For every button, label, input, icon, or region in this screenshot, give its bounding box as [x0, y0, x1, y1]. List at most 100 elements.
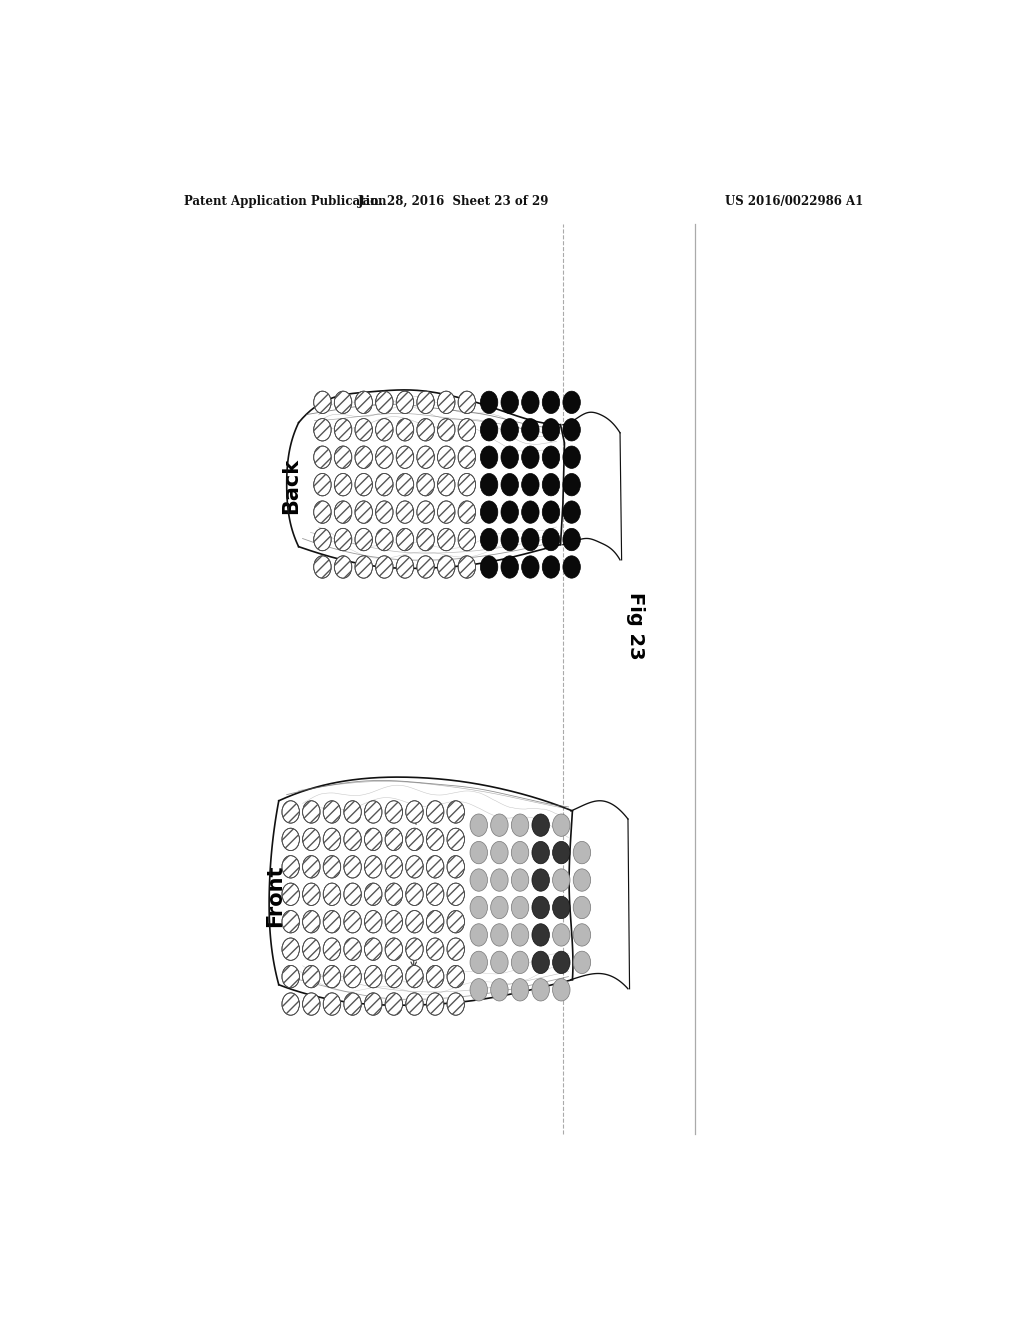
Circle shape — [553, 841, 570, 863]
Circle shape — [406, 911, 423, 933]
Circle shape — [417, 556, 434, 578]
Circle shape — [355, 418, 373, 441]
Text: Jan. 28, 2016  Sheet 23 of 29: Jan. 28, 2016 Sheet 23 of 29 — [357, 194, 549, 207]
Circle shape — [447, 993, 465, 1015]
Circle shape — [531, 869, 550, 891]
Circle shape — [543, 418, 560, 441]
Circle shape — [365, 883, 382, 906]
Circle shape — [447, 911, 465, 933]
Circle shape — [470, 896, 487, 919]
Circle shape — [282, 828, 299, 850]
Circle shape — [490, 896, 508, 919]
Circle shape — [282, 855, 299, 878]
Circle shape — [563, 474, 581, 496]
Circle shape — [563, 418, 581, 441]
Circle shape — [344, 828, 361, 850]
Circle shape — [426, 828, 443, 850]
Circle shape — [511, 924, 528, 946]
Circle shape — [303, 883, 321, 906]
Circle shape — [511, 814, 528, 837]
Circle shape — [437, 528, 455, 550]
Circle shape — [334, 474, 352, 496]
Circle shape — [543, 391, 560, 413]
Circle shape — [521, 391, 539, 413]
Circle shape — [303, 911, 321, 933]
Circle shape — [303, 855, 321, 878]
Circle shape — [511, 869, 528, 891]
Circle shape — [470, 841, 487, 863]
Circle shape — [563, 556, 581, 578]
Circle shape — [437, 391, 455, 413]
Circle shape — [365, 855, 382, 878]
Circle shape — [553, 924, 570, 946]
Circle shape — [426, 965, 443, 987]
Circle shape — [303, 939, 321, 961]
Circle shape — [458, 500, 475, 523]
Circle shape — [344, 883, 361, 906]
Circle shape — [417, 391, 434, 413]
Circle shape — [303, 965, 321, 987]
Circle shape — [511, 952, 528, 974]
Circle shape — [303, 828, 321, 850]
Circle shape — [376, 391, 393, 413]
Circle shape — [531, 952, 550, 974]
Circle shape — [531, 841, 550, 863]
Circle shape — [480, 446, 498, 469]
Circle shape — [324, 911, 341, 933]
Circle shape — [501, 418, 518, 441]
Circle shape — [385, 855, 402, 878]
Circle shape — [334, 391, 352, 413]
Circle shape — [313, 528, 331, 550]
Circle shape — [543, 474, 560, 496]
Circle shape — [355, 556, 373, 578]
Circle shape — [490, 869, 508, 891]
Circle shape — [385, 801, 402, 824]
Circle shape — [501, 500, 518, 523]
Circle shape — [426, 801, 443, 824]
Circle shape — [501, 446, 518, 469]
Circle shape — [396, 528, 414, 550]
Circle shape — [344, 855, 361, 878]
Circle shape — [355, 474, 373, 496]
Circle shape — [324, 801, 341, 824]
Circle shape — [324, 993, 341, 1015]
Text: Back: Back — [281, 458, 301, 513]
Circle shape — [501, 528, 518, 550]
Circle shape — [385, 883, 402, 906]
Circle shape — [376, 418, 393, 441]
Circle shape — [406, 993, 423, 1015]
Circle shape — [406, 965, 423, 987]
Circle shape — [344, 965, 361, 987]
Circle shape — [501, 474, 518, 496]
Circle shape — [282, 911, 299, 933]
Text: Front: Front — [265, 865, 285, 927]
Circle shape — [426, 911, 443, 933]
Circle shape — [511, 841, 528, 863]
Circle shape — [563, 446, 581, 469]
Circle shape — [437, 500, 455, 523]
Circle shape — [324, 883, 341, 906]
Circle shape — [344, 911, 361, 933]
Circle shape — [365, 828, 382, 850]
Circle shape — [334, 556, 352, 578]
Circle shape — [458, 418, 475, 441]
Circle shape — [417, 500, 434, 523]
Circle shape — [396, 391, 414, 413]
Circle shape — [458, 528, 475, 550]
Circle shape — [553, 896, 570, 919]
Circle shape — [480, 418, 498, 441]
Circle shape — [396, 418, 414, 441]
Circle shape — [417, 418, 434, 441]
Circle shape — [437, 418, 455, 441]
Circle shape — [543, 446, 560, 469]
Circle shape — [470, 978, 487, 1001]
Circle shape — [426, 883, 443, 906]
Circle shape — [303, 801, 321, 824]
Circle shape — [385, 939, 402, 961]
Circle shape — [563, 528, 581, 550]
Circle shape — [406, 801, 423, 824]
Circle shape — [365, 939, 382, 961]
Circle shape — [447, 855, 465, 878]
Circle shape — [376, 556, 393, 578]
Circle shape — [470, 814, 487, 837]
